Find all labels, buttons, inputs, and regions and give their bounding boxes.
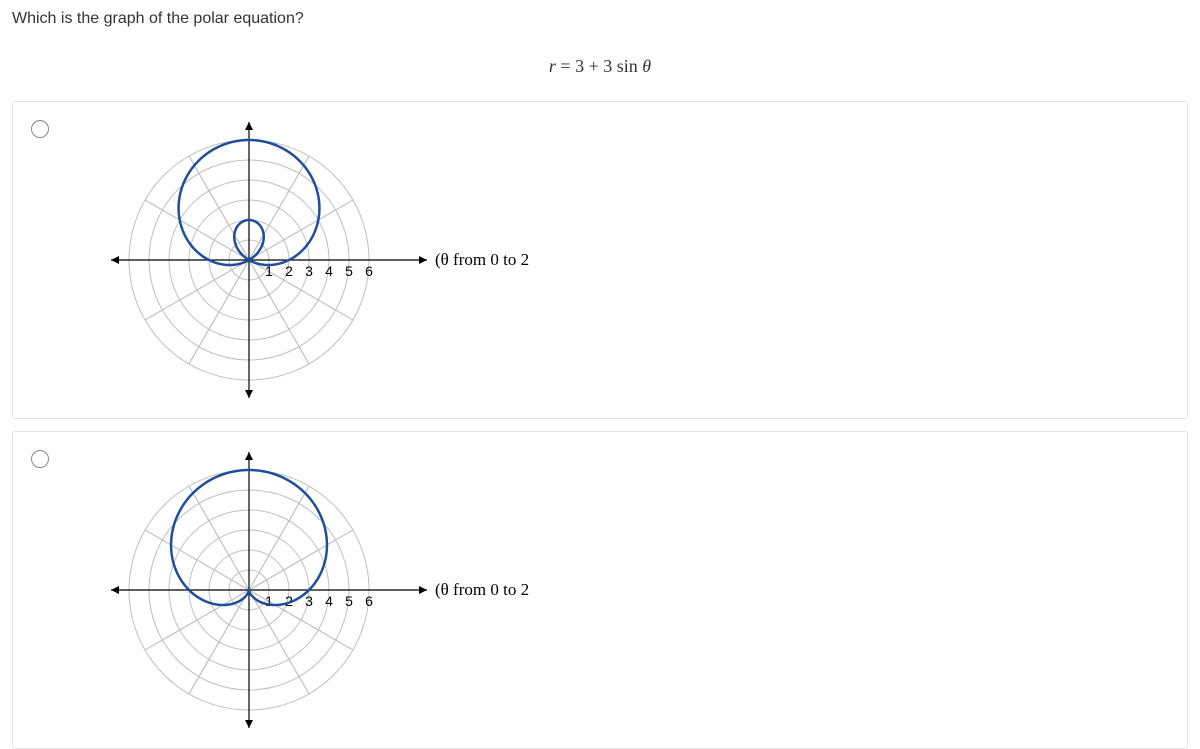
radio-1[interactable] <box>31 120 49 138</box>
svg-text:4: 4 <box>325 263 333 279</box>
option-2[interactable]: 123456(θ from 0 to 2π) <box>12 431 1188 749</box>
equation: r = 3 + 3 sin θ <box>12 56 1188 77</box>
svg-text:3: 3 <box>305 263 313 279</box>
graph-1: 123456(θ from 0 to 2π) <box>69 110 529 410</box>
question-text: Which is the graph of the polar equation… <box>12 10 1188 28</box>
svg-text:6: 6 <box>365 593 373 609</box>
svg-text:2: 2 <box>285 263 293 279</box>
radio-2[interactable] <box>31 450 49 468</box>
svg-text:6: 6 <box>365 263 373 279</box>
svg-text:5: 5 <box>345 263 353 279</box>
svg-text:(θ from 0 to 2π): (θ from 0 to 2π) <box>435 580 529 599</box>
svg-text:3: 3 <box>305 593 313 609</box>
svg-text:(θ from 0 to 2π): (θ from 0 to 2π) <box>435 250 529 269</box>
svg-text:5: 5 <box>345 593 353 609</box>
options-container: 123456(θ from 0 to 2π) 123456(θ from 0 t… <box>12 101 1188 749</box>
graph-2: 123456(θ from 0 to 2π) <box>69 440 529 740</box>
option-1[interactable]: 123456(θ from 0 to 2π) <box>12 101 1188 419</box>
svg-text:1: 1 <box>265 593 273 609</box>
svg-text:4: 4 <box>325 593 333 609</box>
